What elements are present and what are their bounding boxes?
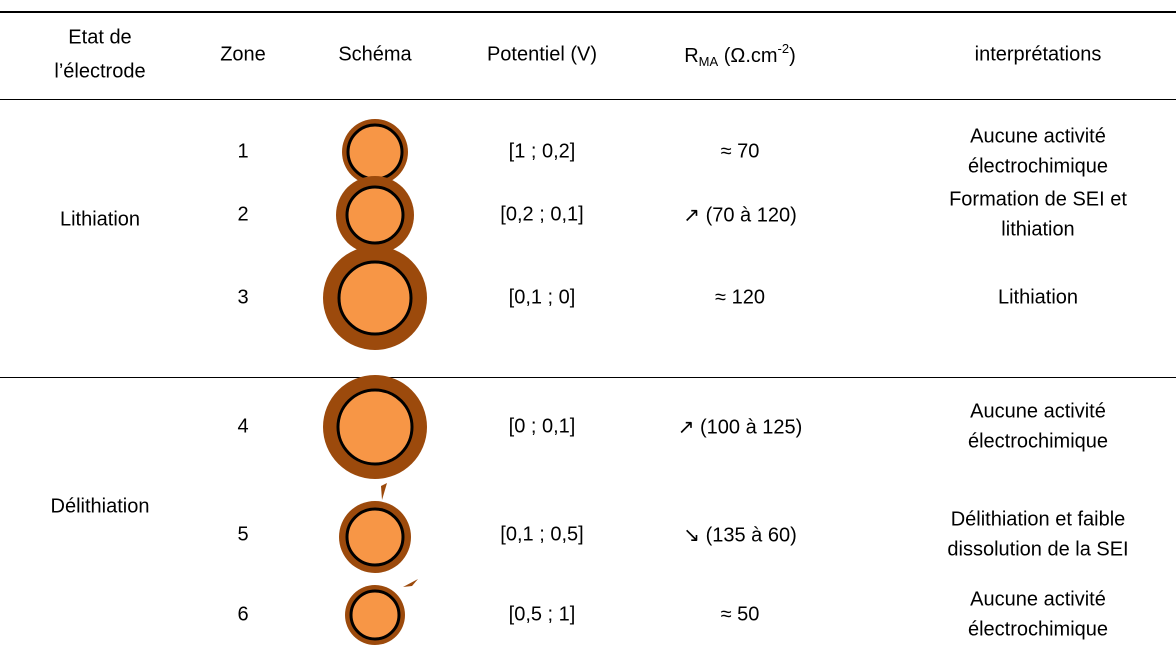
interpretation-line: électrochimique [967, 155, 1109, 178]
resistance-cell: ≈ 70 [720, 140, 760, 163]
interpretation-line: électrochimique [967, 618, 1109, 641]
header-superscript: -2 [777, 41, 790, 56]
header-part: ) [789, 45, 796, 67]
interpretation-line: Aucune activité [970, 400, 1106, 423]
header-cell: l’électrode [54, 60, 146, 83]
header-cell: Zone [220, 43, 266, 66]
zone-cell: 4 [237, 415, 249, 438]
particle-5 [339, 483, 418, 587]
potential-cell: [0,5 ; 1] [508, 603, 576, 626]
header-part: (Ω.cm [718, 45, 778, 67]
resistance-cell: ↗ (70 à 120) [683, 204, 797, 227]
header-part: R [684, 45, 699, 67]
header-subscript: MA [698, 54, 719, 69]
group-label: Délithiation [50, 495, 150, 518]
resistance-cell: ≈ 120 [715, 286, 765, 309]
interpretation-line: Délithiation et faible [950, 508, 1126, 531]
zone-cell: 3 [237, 286, 249, 309]
potential-cell: [0,1 ; 0] [508, 286, 576, 309]
potential-cell: [0,2 ; 0,1] [500, 203, 584, 226]
particle-4 [323, 375, 427, 479]
interpretation-line: Aucune activité [970, 125, 1106, 148]
group-rule [0, 377, 1176, 378]
header-cell: Schéma [338, 43, 412, 66]
potential-cell: [1 ; 0,2] [508, 140, 576, 163]
interpretation-line: dissolution de la SEI [947, 538, 1129, 561]
resistance-cell: ≈ 50 [720, 603, 760, 626]
resistance-cell: ↗ (100 à 125) [677, 416, 803, 439]
interpretation-line: Lithiation [997, 286, 1079, 309]
interpretation-line: Formation de SEI et [949, 188, 1127, 211]
particle-3 [323, 246, 427, 350]
potential-cell: [0 ; 0,1] [508, 415, 576, 438]
schema-column [323, 119, 427, 645]
header-cell: Etat de [68, 26, 132, 49]
zone-cell: 5 [237, 523, 249, 546]
zone-cell: 1 [237, 140, 249, 163]
particle-1 [342, 119, 408, 185]
header-cell: Potentiel (V) [486, 43, 598, 66]
particle-6 [345, 585, 405, 645]
header-rule [0, 99, 1176, 100]
header-cell: RMA (Ω.cm-2) [684, 41, 796, 69]
top-rule [0, 11, 1176, 13]
group-label: Lithiation [59, 208, 141, 231]
particle-2 [336, 176, 414, 254]
interpretation-line: lithiation [1001, 218, 1075, 241]
resistance-cell: ↘ (135 à 60) [683, 524, 797, 547]
interpretation-line: Aucune activité [970, 588, 1106, 611]
zone-cell: 6 [237, 603, 249, 626]
potential-cell: [0,1 ; 0,5] [500, 523, 584, 546]
header-cell: interprétations [974, 43, 1102, 66]
interpretation-line: électrochimique [967, 430, 1109, 453]
zone-cell: 2 [237, 203, 249, 226]
